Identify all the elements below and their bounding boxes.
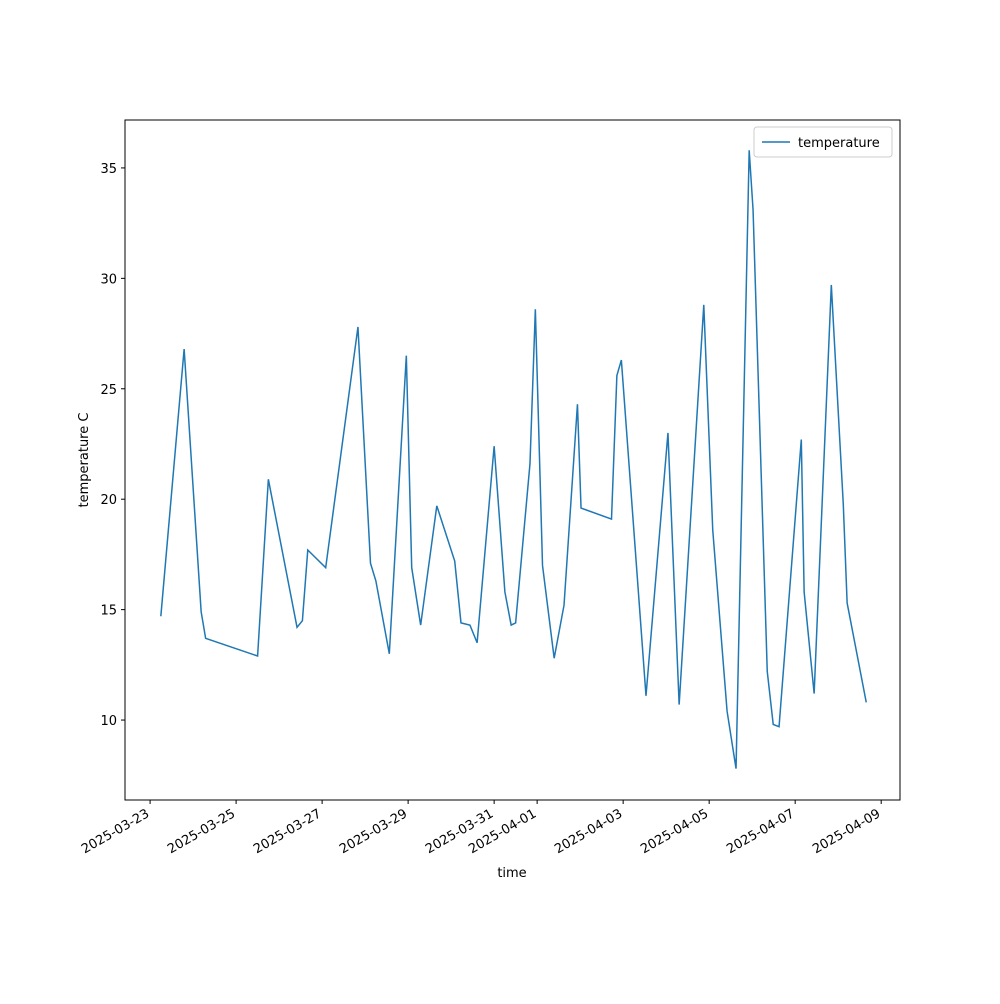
y-tick-label: 10 — [100, 714, 117, 729]
x-tick-label: 2025-04-03 — [552, 806, 625, 857]
x-tick-label: 2025-03-25 — [165, 806, 238, 857]
y-tick-label: 20 — [100, 493, 117, 508]
axes-frame — [124, 119, 901, 801]
y-tick-label: 25 — [100, 383, 117, 398]
x-axis-label: time — [497, 866, 526, 881]
x-tick-label: 2025-04-09 — [810, 806, 883, 857]
y-tick-label: 35 — [100, 162, 117, 177]
x-tick-label: 2025-04-05 — [638, 806, 711, 857]
x-tick-label: 2025-03-23 — [79, 806, 152, 857]
x-tick-label: 2025-03-29 — [337, 806, 410, 857]
x-tick-label: 2025-04-07 — [724, 806, 797, 857]
y-tick-label: 30 — [100, 272, 117, 287]
y-axis-label: temperature C — [77, 413, 92, 508]
legend-label: temperature — [798, 136, 880, 151]
legend-box — [753, 126, 893, 158]
data-line — [160, 150, 867, 769]
x-tick-label: 2025-03-27 — [251, 806, 324, 857]
y-tick-label: 15 — [100, 604, 117, 619]
